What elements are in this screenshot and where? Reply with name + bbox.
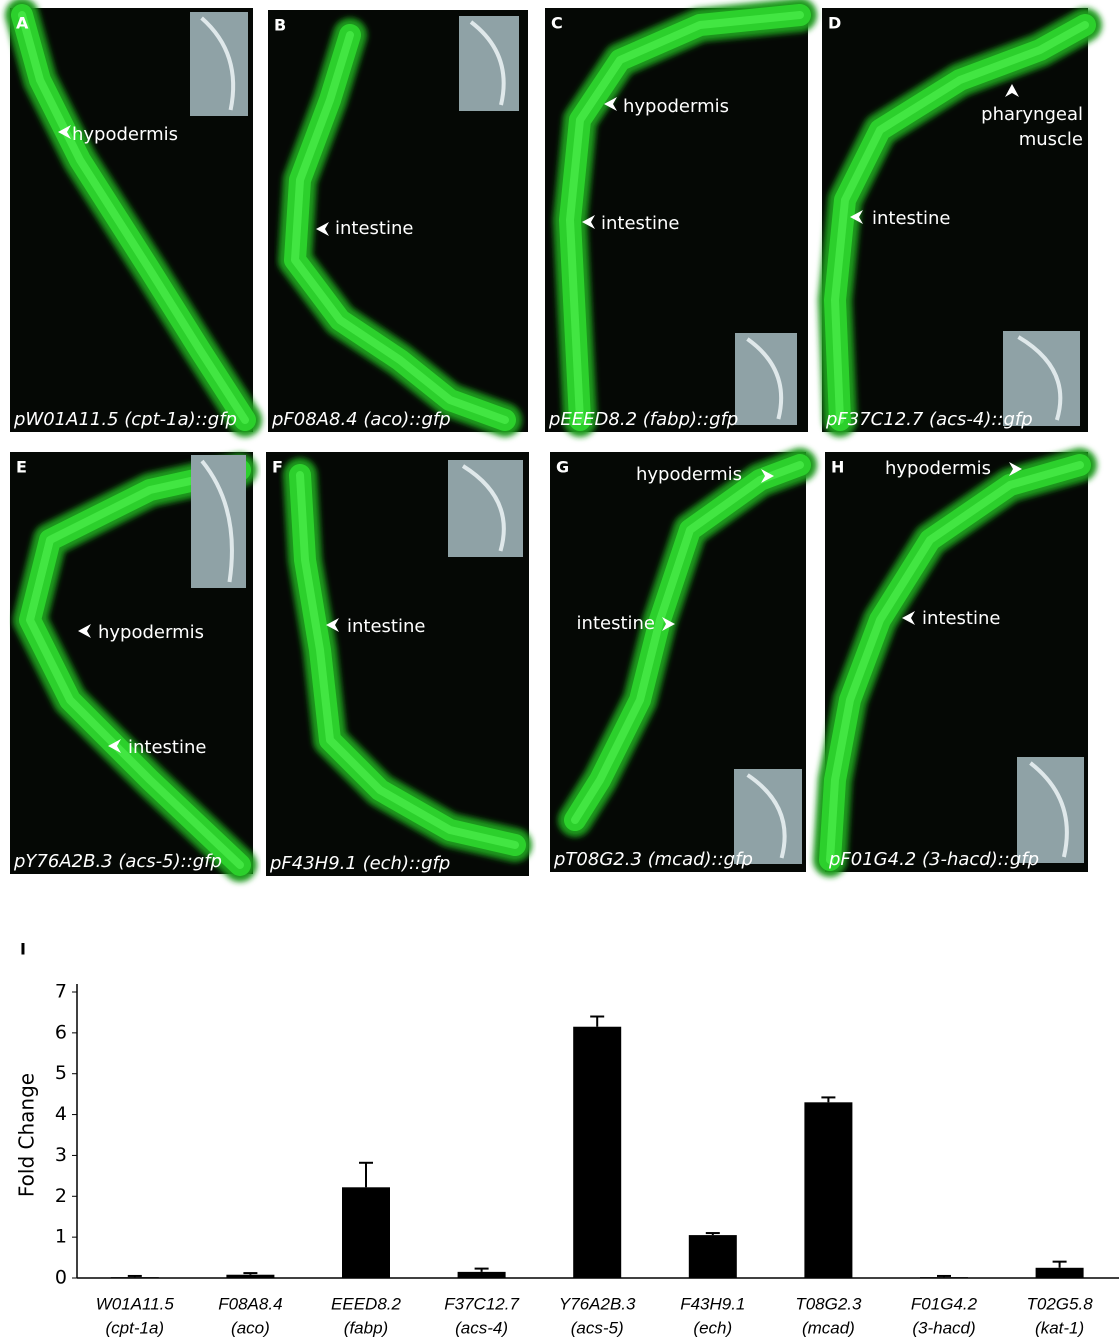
y-tick-label: 5 [55, 1062, 67, 1084]
y-tick-label: 0 [55, 1267, 67, 1289]
bar [1036, 1268, 1084, 1278]
bar [342, 1187, 390, 1278]
panel-letter: I [20, 940, 26, 959]
inset [448, 460, 523, 557]
x-tick-label: Y76A2B.3 [559, 1294, 636, 1313]
panel-letter: H [831, 458, 844, 477]
x-tick-sublabel: (kat-1) [1035, 1318, 1084, 1337]
panel-caption: pF01G4.2 (3-hacd)::gfp [828, 849, 1039, 870]
x-tick-label: W01A11.5 [96, 1294, 175, 1313]
panel-caption: pY76A2B.3 (acs-5)::gfp [13, 851, 222, 872]
x-tick-sublabel: (acs-5) [571, 1318, 624, 1337]
bar [111, 1277, 159, 1278]
panel-caption: pEEED8.2 (fabp)::gfp [548, 409, 738, 430]
x-tick-sublabel: (cpt-1a) [106, 1318, 165, 1337]
annotation: intestine [335, 218, 413, 239]
x-tick-sublabel: (acs-4) [455, 1318, 508, 1337]
bar [920, 1277, 968, 1278]
annotation: hypodermis [636, 464, 742, 485]
panel-letter: B [274, 16, 286, 35]
y-tick-label: 6 [55, 1021, 67, 1043]
annotation: intestine [922, 608, 1000, 629]
x-tick-label: F37C12.7 [444, 1294, 519, 1313]
x-tick-sublabel: (fabp) [344, 1318, 388, 1337]
annotation: intestine [577, 613, 655, 634]
panel-letter: D [828, 14, 841, 33]
x-tick-label: EEED8.2 [331, 1294, 401, 1313]
panel-caption: pF43H9.1 (ech)::gfp [269, 853, 450, 874]
annotation: hypodermis [623, 96, 729, 117]
x-tick-sublabel: (ech) [693, 1318, 732, 1337]
panel-caption: pF08A8.4 (aco)::gfp [271, 409, 451, 430]
panel-letter: G [556, 458, 569, 477]
x-tick-label: T08G2.3 [795, 1294, 862, 1313]
panel-caption: pW01A11.5 (cpt-1a)::gfp [13, 409, 237, 430]
bar [458, 1272, 506, 1278]
x-tick-label: F43H9.1 [680, 1294, 745, 1313]
page: ApW01A11.5 (cpt-1a)::gfphypodermisBpF08A… [0, 0, 1119, 1343]
bar [804, 1102, 852, 1278]
panel-letter: F [272, 458, 283, 477]
bar [689, 1235, 737, 1278]
y-axis-label: Fold Change [15, 1073, 39, 1197]
panel-letter: E [16, 458, 27, 477]
inset [1017, 757, 1084, 863]
panel-caption: pF37C12.7 (acs-4)::gfp [825, 409, 1033, 430]
bar [573, 1027, 621, 1278]
bar [226, 1275, 274, 1278]
panel-letter: A [16, 14, 29, 33]
y-tick-label: 3 [55, 1144, 67, 1166]
annotation: hypodermis [885, 458, 991, 479]
y-tick-label: 7 [55, 981, 67, 1003]
inset [735, 333, 797, 425]
annotation: muscle [1019, 129, 1083, 150]
annotation: intestine [872, 208, 950, 229]
x-tick-sublabel: (3-hacd) [912, 1318, 975, 1337]
panel-caption: pT08G2.3 (mcad)::gfp [553, 849, 753, 870]
y-tick-label: 1 [55, 1226, 67, 1248]
annotation: intestine [601, 213, 679, 234]
x-tick-sublabel: (aco) [231, 1318, 270, 1337]
y-tick-label: 4 [55, 1103, 67, 1125]
figure: ApW01A11.5 (cpt-1a)::gfphypodermisBpF08A… [0, 0, 1119, 1343]
annotation: intestine [128, 737, 206, 758]
x-tick-label: F01G4.2 [911, 1294, 978, 1313]
inset [191, 455, 246, 588]
x-tick-label: F08A8.4 [218, 1294, 282, 1313]
y-tick-label: 2 [55, 1185, 67, 1207]
annotation: hypodermis [72, 124, 178, 145]
annotation: hypodermis [98, 622, 204, 643]
panel-letter: C [551, 14, 563, 33]
inset [459, 16, 519, 111]
x-tick-sublabel: (mcad) [802, 1318, 855, 1337]
inset [190, 12, 248, 116]
x-tick-label: T02G5.8 [1027, 1294, 1094, 1313]
annotation: intestine [347, 616, 425, 637]
annotation: pharyngeal [981, 104, 1083, 125]
